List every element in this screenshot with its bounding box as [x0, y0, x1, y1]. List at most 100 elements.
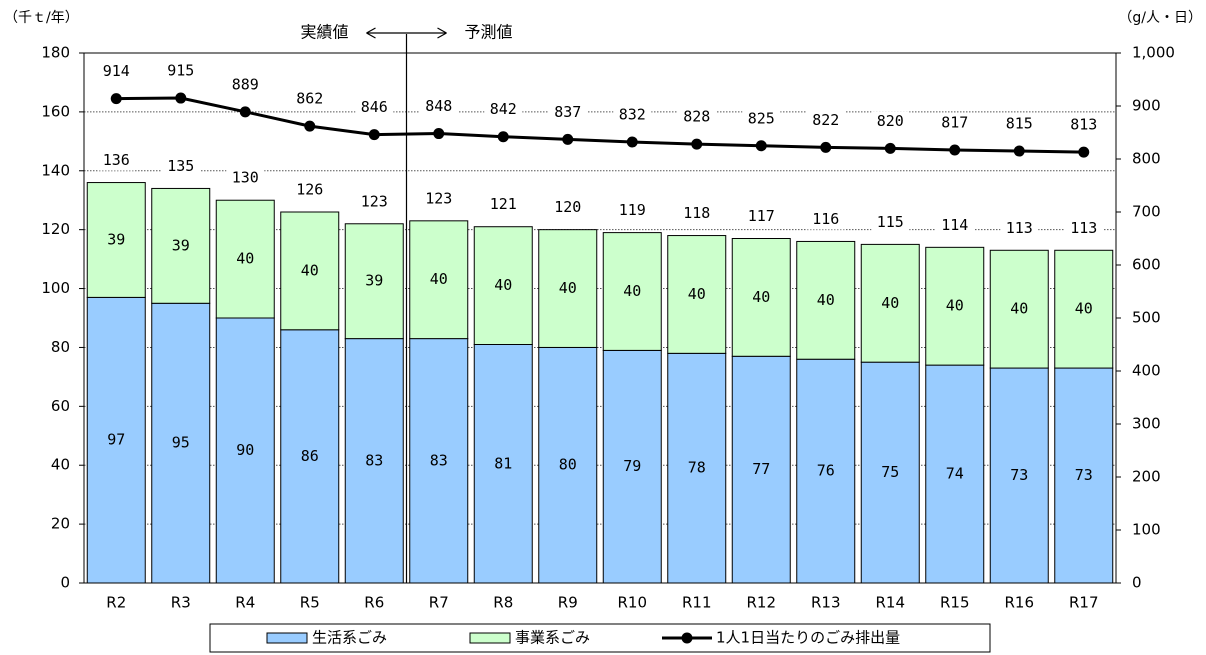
per-capita-point-R4: [239, 106, 251, 118]
legend-label-household: 生活系ごみ: [312, 629, 387, 647]
label-household: 97: [107, 431, 125, 449]
total-label-bg: [1064, 218, 1103, 239]
label-total: 121: [490, 195, 517, 213]
label-business: 40: [946, 297, 964, 315]
x-tick-label: R4: [235, 594, 255, 612]
label-household: 76: [817, 462, 835, 480]
per-capita-point-R2: [110, 93, 122, 105]
x-tick-label: R16: [1004, 594, 1034, 612]
per-capita-point-R10: [626, 136, 638, 148]
line-label-bg: [742, 108, 781, 129]
right-tick-label: 0: [1132, 574, 1142, 592]
label-household: 90: [236, 441, 254, 459]
label-household: 81: [494, 454, 512, 472]
label-household: 73: [1075, 466, 1093, 484]
right-tick-label: 600: [1132, 256, 1161, 274]
right-tick-label: 300: [1132, 415, 1161, 433]
label-total: 118: [683, 204, 710, 222]
per-capita-point-R17: [1078, 146, 1090, 158]
line-label-bg: [548, 102, 587, 123]
x-tick-label: R14: [875, 594, 905, 612]
line-label-bg: [1000, 114, 1039, 135]
per-capita-point-R16: [1013, 145, 1025, 157]
total-label-bg: [871, 212, 910, 233]
line-label-bg: [484, 99, 523, 120]
bar-business-R8: [473, 226, 533, 346]
bar-household-R12: [731, 355, 791, 584]
label-business: 39: [107, 230, 125, 248]
label-total: 113: [1070, 219, 1097, 237]
total-label-bg: [484, 194, 523, 215]
total-label-bg: [226, 168, 265, 189]
left-tick-label: 100: [41, 279, 70, 297]
line-label: 914: [103, 62, 130, 80]
bar-household-R6: [344, 338, 404, 584]
line-label: 825: [748, 109, 775, 127]
bar-business-R2: [86, 182, 146, 298]
x-tick-label: R9: [558, 594, 578, 612]
line-label: 815: [1006, 115, 1033, 133]
label-household: 80: [559, 456, 577, 474]
label-household: 95: [172, 434, 190, 452]
right-tick-label: 500: [1132, 309, 1161, 327]
bar-household-R3: [151, 302, 211, 584]
line-label: 848: [425, 97, 452, 115]
line-label-bg: [806, 110, 845, 131]
total-label-bg: [742, 206, 781, 227]
label-household: 79: [623, 457, 641, 475]
bar-household-R2: [86, 296, 146, 584]
left-tick-label: 20: [51, 515, 70, 533]
left-tick-label: 40: [51, 456, 70, 474]
per-capita-point-R11: [691, 138, 703, 150]
x-axis: R2 R3 R4 R5 R6 R7 R8 R9 R10 R11 R12 R13 R14 R15 R16 R17: [106, 594, 1098, 612]
bar-labels: 97 39 136 95 39 135 90 40 130 86 40 126 83 39 123 83 40 1…: [97, 150, 1103, 484]
per-capita-point-R15: [949, 144, 961, 156]
label-household: 86: [301, 447, 319, 465]
label-business: 39: [365, 272, 383, 290]
right-tick-label: 1,000: [1132, 44, 1175, 62]
total-label-bg: [355, 191, 394, 212]
label-business: 40: [752, 288, 770, 306]
label-total: 120: [554, 198, 581, 216]
total-label-bg: [935, 215, 974, 236]
left-tick-label: 0: [60, 574, 70, 592]
line-label-bg: [935, 112, 974, 133]
line-label-bg: [355, 97, 394, 118]
left-axis: 0 20 40 60 80 100 120 140 160 180 （千ｔ/年）: [4, 10, 84, 592]
bar-household-R8: [473, 344, 533, 584]
label-business: 40: [301, 261, 319, 279]
per-capita-point-R6: [368, 129, 380, 141]
bar-household-R17: [1054, 367, 1114, 584]
total-label-bg: [419, 188, 458, 209]
line-label: 832: [619, 106, 646, 124]
label-total: 113: [1006, 219, 1033, 237]
total-label-bg: [161, 156, 200, 177]
line-label-bg: [613, 105, 652, 126]
per-capita-line: [116, 96, 1084, 154]
total-label-bg: [97, 150, 136, 171]
legend: 生活系ごみ 事業系ごみ 1人1日当たりのごみ排出量: [209, 623, 991, 653]
label-total: 123: [425, 189, 452, 207]
legend-swatch-household: [266, 632, 308, 644]
label-total: 117: [748, 207, 775, 225]
x-tick-label: R15: [940, 594, 970, 612]
label-business: 40: [817, 291, 835, 309]
bar-business-R4: [215, 199, 275, 319]
line-label: 842: [490, 100, 517, 118]
line-label-bg: [871, 111, 910, 132]
x-tick-label: R7: [429, 594, 449, 612]
bar-business-R14: [860, 243, 920, 363]
legend-label-per-capita: 1人1日当たりのごみ排出量: [716, 629, 900, 647]
total-label-bg: [548, 197, 587, 218]
line-label: 828: [683, 108, 710, 126]
label-household: 83: [365, 451, 383, 469]
right-axis-unit: （g/人・日）: [1118, 10, 1202, 26]
total-label-bg: [677, 203, 716, 224]
label-total: 116: [812, 210, 839, 228]
legend-box: [209, 623, 991, 653]
bar-business-R5: [280, 211, 340, 331]
arrow-right-head: [437, 27, 447, 39]
right-tick-label: 700: [1132, 203, 1161, 221]
bar-business-R3: [151, 187, 211, 304]
